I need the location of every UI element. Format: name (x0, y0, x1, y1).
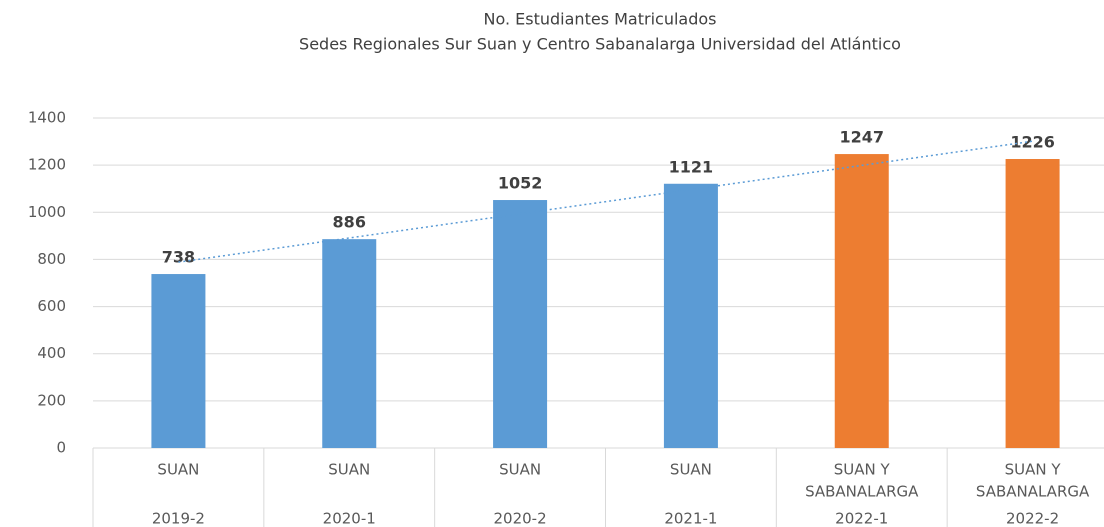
x-tick-label: 2022-1 (835, 510, 888, 527)
bar (151, 274, 206, 448)
value-label: 1226 (1010, 133, 1055, 152)
bar (1005, 159, 1060, 448)
chart-subtitle: Sedes Regionales Sur Suan y Centro Saban… (299, 35, 901, 54)
value-label: 1247 (839, 128, 884, 147)
group-label: SUAN (328, 461, 370, 479)
bar (663, 183, 718, 448)
group-label: SUAN Y (1005, 461, 1062, 479)
bar (322, 239, 377, 448)
x-tick-label: 2020-1 (323, 510, 376, 527)
group-label: SABANALARGA (976, 483, 1090, 501)
group-label: SABANALARGA (805, 483, 919, 501)
y-tick-label: 200 (37, 391, 66, 409)
y-tick-label: 600 (37, 297, 66, 315)
value-label: 886 (333, 213, 366, 232)
value-label: 1052 (498, 174, 543, 193)
group-label: SUAN Y (834, 461, 891, 479)
y-tick-label: 800 (37, 250, 66, 268)
x-tick-label: 2019-2 (152, 510, 205, 527)
y-tick-label: 1000 (28, 203, 66, 221)
y-tick-label: 1200 (28, 156, 66, 174)
group-label: SUAN (499, 461, 541, 479)
y-tick-label: 1400 (28, 109, 66, 127)
group-label: SUAN (157, 461, 199, 479)
y-tick-label: 400 (37, 344, 66, 362)
trendline (178, 140, 1033, 263)
chart-title: No. Estudiantes Matriculados (484, 10, 717, 29)
value-label: 738 (162, 248, 195, 267)
group-label: SUAN (670, 461, 712, 479)
y-tick-label: 0 (56, 439, 66, 457)
value-label: 1121 (669, 157, 714, 176)
bar (493, 200, 548, 448)
x-tick-label: 2020-2 (494, 510, 547, 527)
x-tick-label: 2022-2 (1006, 510, 1059, 527)
bar (834, 154, 889, 449)
x-tick-label: 2021-1 (664, 510, 717, 527)
